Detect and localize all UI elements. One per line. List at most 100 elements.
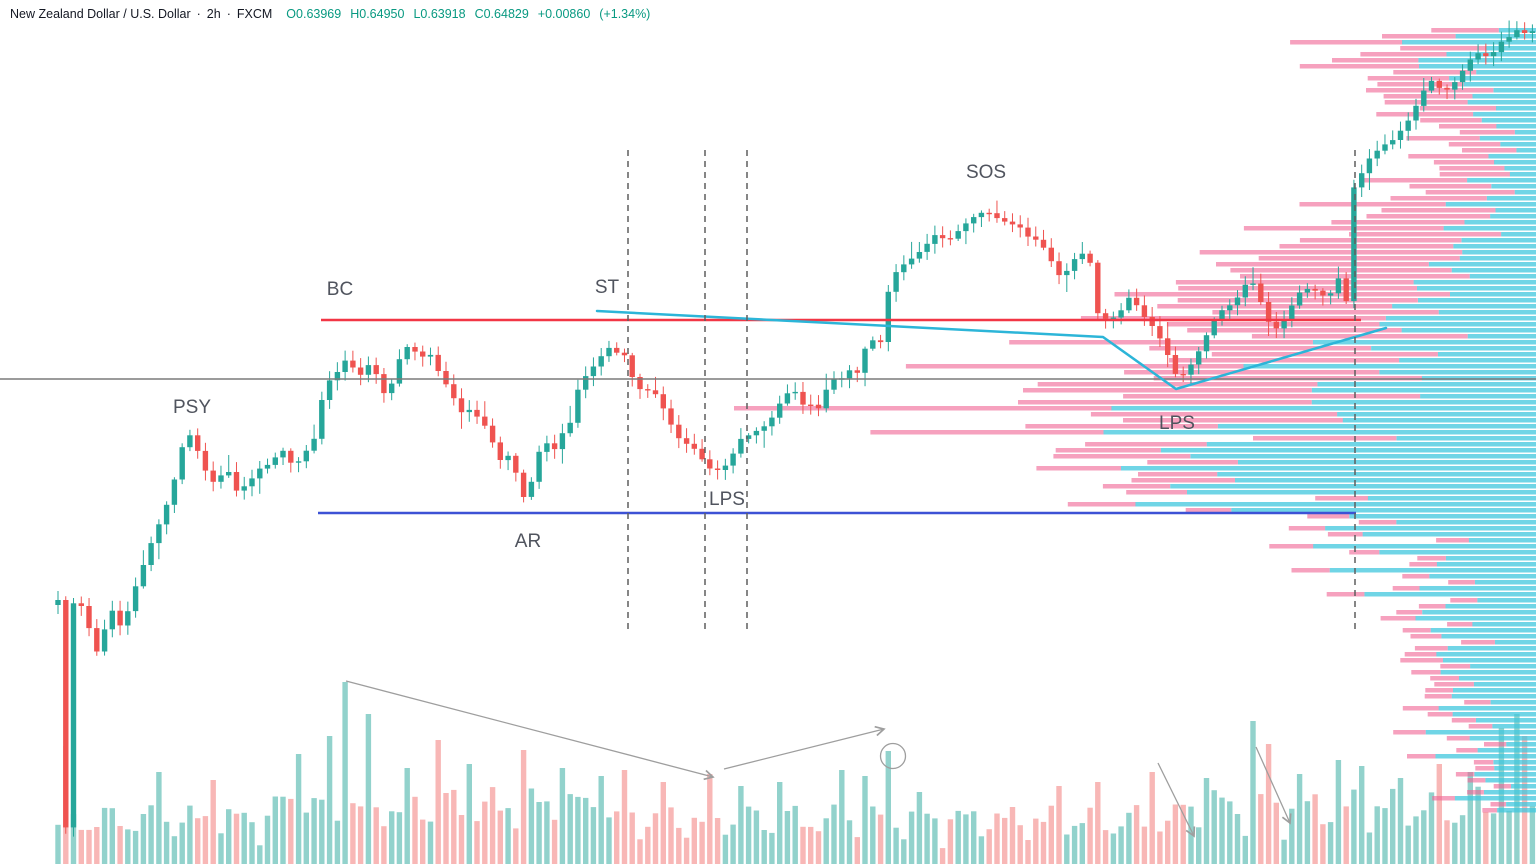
symbol-title[interactable]: New Zealand Dollar / U.S. Dollar (10, 7, 191, 21)
phase-dividers-layer (627, 150, 1356, 632)
wyckoff-label-psy[interactable]: PSY (173, 397, 211, 418)
volume-highlight-circle[interactable] (879, 742, 907, 770)
profile-row-down (1436, 538, 1469, 543)
candle (660, 386, 666, 421)
wyckoff-label-st[interactable]: ST (595, 277, 620, 298)
profile-row-down (1126, 490, 1187, 495)
candle (520, 469, 527, 503)
profile-row-up (1429, 574, 1536, 579)
close-label: C (474, 7, 484, 21)
profile-row-down (1450, 598, 1478, 603)
high-label: H (350, 7, 360, 21)
exchange-name[interactable]: FXCM (236, 7, 273, 21)
profile-row-up (1428, 262, 1536, 267)
volume-bar (218, 833, 224, 864)
candle (63, 596, 69, 834)
profile-row-up (1462, 250, 1536, 255)
profile-row-down (1407, 754, 1436, 759)
wyckoff-label-lps[interactable]: LPS (709, 489, 745, 510)
profile-row-down (1440, 664, 1471, 669)
candle (1483, 43, 1489, 65)
volume-bar (637, 839, 643, 864)
volume-bar (1009, 807, 1016, 864)
candle (567, 405, 573, 437)
volume-bar (280, 796, 286, 864)
wyckoff-label-bc[interactable]: BC (327, 279, 353, 300)
profile-row-up (1385, 316, 1536, 321)
volume-bar (916, 792, 923, 864)
volume-bar (1025, 840, 1031, 864)
open-value: 0.63969 (296, 7, 342, 21)
volume-trend-arrow[interactable] (1255, 746, 1292, 825)
candle (590, 357, 597, 387)
profile-row-down (1424, 694, 1452, 699)
candle (614, 342, 620, 356)
profile-row-up (1437, 352, 1536, 357)
candle (1203, 332, 1210, 359)
candle (86, 598, 92, 637)
profile-row-up (1492, 724, 1536, 729)
profile-row-up (1477, 748, 1536, 753)
candle (497, 436, 503, 469)
candle (1529, 24, 1536, 43)
volume-histogram-layer (55, 682, 1536, 864)
candle (1095, 260, 1101, 321)
volume-trend-arrow[interactable] (723, 725, 886, 770)
volume-bar (971, 811, 977, 864)
volume-bar (893, 827, 899, 864)
volume-bar (645, 826, 651, 864)
candle (536, 445, 542, 489)
candle (396, 349, 403, 387)
candle (420, 345, 426, 367)
profile-row-down (1418, 604, 1446, 609)
open-label: O (286, 7, 297, 21)
candle (1133, 288, 1140, 311)
profile-row-down (1230, 268, 1452, 273)
volume-trend-arrow[interactable] (345, 680, 715, 781)
profile-row-up (1190, 454, 1536, 459)
candle (1382, 134, 1388, 155)
candle (699, 439, 705, 462)
volume-bar (668, 807, 674, 864)
volume-bar (1265, 744, 1272, 864)
volume-bar (373, 807, 379, 864)
wyckoff-label-lps[interactable]: LPS (1159, 413, 1195, 434)
volume-bar (1211, 790, 1217, 864)
profile-row-up (1441, 634, 1536, 639)
profile-row-down (905, 364, 1244, 369)
candle (210, 461, 216, 492)
profile-row-down (1402, 706, 1439, 711)
candle (877, 334, 884, 349)
wyckoff-label-ar[interactable]: AR (515, 531, 541, 552)
candle (179, 443, 185, 485)
candle (676, 415, 682, 449)
candle (994, 200, 1000, 223)
st-lps-trendline[interactable] (595, 309, 1388, 391)
wyckoff-label-sos[interactable]: SOS (966, 162, 1006, 183)
candle (777, 395, 783, 424)
volume-bar (660, 782, 666, 864)
volume-bar (1033, 818, 1039, 864)
profile-row-down (1402, 628, 1431, 633)
volume-bar (357, 806, 364, 864)
profile-row-up (1436, 652, 1536, 657)
volume-bar (1180, 804, 1186, 864)
volume-bar (226, 809, 232, 864)
profile-row-up (1496, 124, 1536, 129)
profile-row-up (1514, 190, 1536, 195)
profile-row-up (1506, 742, 1536, 747)
candle (1281, 310, 1287, 339)
profile-row-up (1504, 166, 1536, 171)
candle (769, 411, 775, 436)
profile-row-down (1199, 250, 1463, 255)
timeframe-value[interactable]: 2h (206, 7, 221, 21)
low-label: L (413, 7, 421, 21)
candle (474, 400, 480, 424)
volume-trend-arrow[interactable] (1157, 762, 1196, 838)
profile-row-up (1488, 154, 1536, 159)
volume-bar (435, 740, 441, 864)
candle (1335, 266, 1342, 299)
volume-profile-layer (734, 28, 1536, 813)
volume-bar (1397, 778, 1404, 864)
